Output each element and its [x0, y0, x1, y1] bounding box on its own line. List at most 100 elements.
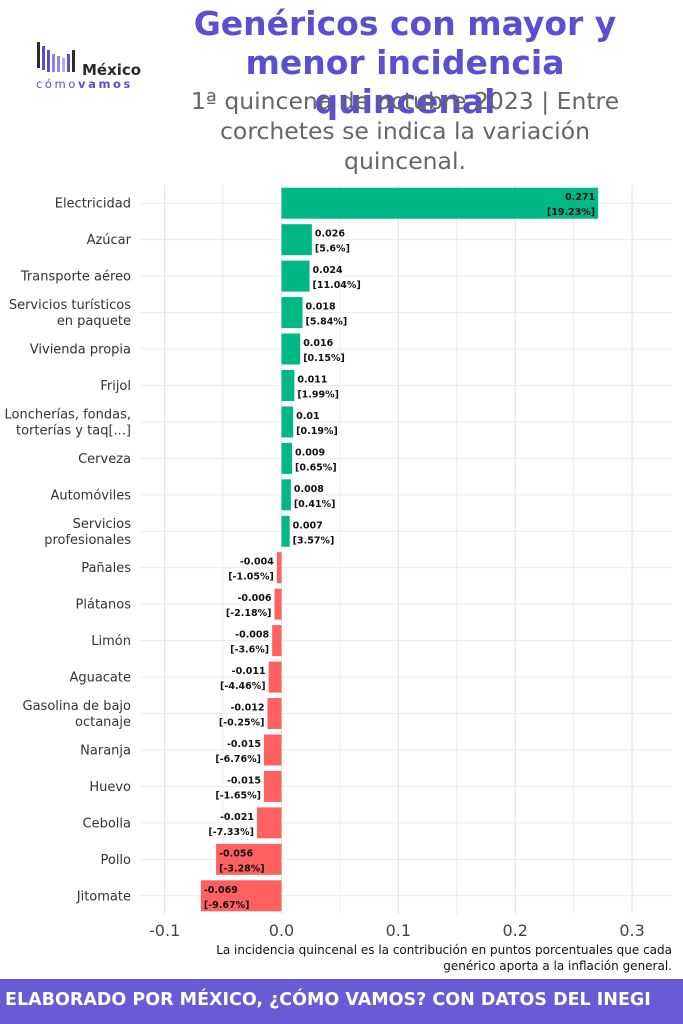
variation-label: [1.99%]	[297, 389, 339, 400]
value-label: -0.006	[237, 593, 271, 604]
category-label-line: Automóviles	[51, 488, 132, 503]
value-label: 0.009	[295, 447, 325, 458]
value-label: 0.008	[294, 484, 324, 495]
category-label: Loncherías, fondas, torterías y taq[...]	[5, 407, 131, 438]
category-label: Azúcar	[87, 233, 132, 248]
chart-note: La incidencia quincenal es la contribuci…	[216, 943, 672, 973]
bar	[216, 843, 282, 875]
category-label: Transporte aéreo	[20, 270, 131, 285]
variation-label: [-1.05%]	[228, 572, 274, 583]
category-label: Vivienda propia	[30, 343, 131, 358]
bar	[263, 770, 282, 802]
category-label-line: Pañales	[81, 561, 131, 576]
value-label: -0.015	[227, 739, 261, 750]
x-tick-label: 0.0	[269, 921, 294, 940]
variation-label: [-6.76%]	[215, 754, 261, 765]
category-label: Cebolla	[83, 816, 131, 831]
value-label: -0.021	[220, 812, 254, 823]
variation-label: [-0.25%]	[219, 718, 265, 729]
value-label: -0.012	[230, 703, 264, 714]
bar	[281, 442, 293, 474]
category-label-line: Azúcar	[87, 233, 132, 248]
value-label: -0.056	[219, 848, 253, 859]
category-label: Servicios profesionales	[44, 517, 131, 548]
variation-label: [-3.28%]	[219, 863, 265, 874]
variation-label: [-3.6%]	[230, 645, 269, 656]
x-tick-label: 0.1	[386, 921, 411, 940]
category-label-line: Loncherías, fondas,	[5, 407, 131, 422]
logo-brand-top: México	[82, 61, 142, 79]
variation-label: [19.23%]	[547, 207, 595, 218]
variation-label: [3.57%]	[293, 535, 335, 546]
category-label-line: Cebolla	[83, 816, 131, 831]
category-label: Pollo	[100, 853, 131, 868]
variation-label: [5.6%]	[315, 244, 350, 255]
incidence-bar-chart: Electricidad 0.271 [19.23%] Azúcar 0.026 [5.6…	[5, 185, 672, 940]
variation-label: [-7.33%]	[208, 827, 254, 838]
category-label-line: en paquete	[57, 314, 131, 329]
value-label: 0.01	[296, 411, 319, 422]
variation-label: [0.19%]	[296, 426, 338, 437]
bar	[281, 406, 294, 438]
bar	[281, 479, 291, 511]
variation-label: [11.04%]	[313, 280, 361, 291]
bar	[200, 880, 282, 912]
variation-label: [0.65%]	[295, 462, 337, 473]
category-label: Aguacate	[69, 671, 131, 686]
bar	[281, 224, 312, 256]
x-tick-label: -0.1	[149, 921, 180, 940]
category-label-line: profesionales	[44, 533, 131, 548]
variation-label: [0.15%]	[303, 353, 345, 364]
logo-brand-bottom: cómovamos	[36, 77, 133, 91]
category-label-line: Servicios turísticos	[9, 298, 131, 313]
category-label-line: Huevo	[89, 780, 131, 795]
variation-label: [-4.46%]	[220, 681, 266, 692]
bar	[276, 552, 282, 584]
category-label: Electricidad	[55, 197, 131, 212]
category-label-line: Gasolina de bajo	[23, 699, 132, 714]
logo-brand-vamos: vamos	[78, 77, 133, 91]
mexico-como-vamos-logo: México cómovamos	[36, 40, 152, 92]
bar	[268, 661, 282, 693]
category-label: Frijol	[100, 379, 131, 394]
category-label: Servicios turísticos en paquete	[9, 298, 131, 329]
footer-bar: ELABORADO POR MÉXICO, ¿CÓMO VAMOS? CON D…	[0, 979, 683, 1024]
bar	[281, 187, 599, 219]
value-label: -0.069	[204, 885, 238, 896]
category-label-line: Electricidad	[55, 197, 131, 212]
bar	[263, 734, 282, 766]
value-label: 0.007	[293, 520, 323, 531]
category-label: Limón	[91, 634, 131, 649]
category-label-line: Naranja	[80, 743, 131, 758]
value-label: 0.026	[315, 229, 345, 240]
chart-title: Genéricos con mayor y menor incidencia q…	[193, 4, 617, 121]
bar	[281, 297, 303, 329]
category-label-line: octanaje	[75, 715, 131, 730]
bar	[274, 588, 282, 620]
category-label-line: Vivienda propia	[30, 343, 131, 358]
category-label-line: Limón	[91, 634, 131, 649]
category-label: Jitomate	[76, 889, 131, 904]
value-label: -0.011	[232, 666, 266, 677]
category-label: Plátanos	[76, 598, 132, 613]
value-label: -0.015	[227, 775, 261, 786]
category-label-line: Plátanos	[76, 598, 132, 613]
category-label: Pañales	[81, 561, 131, 576]
logo-bars-icon	[37, 42, 75, 72]
category-label: Cerveza	[78, 452, 131, 467]
category-label: Huevo	[89, 780, 131, 795]
bar	[281, 369, 295, 401]
value-label: 0.016	[303, 338, 333, 349]
variation-label: [0.41%]	[294, 499, 336, 510]
variation-label: [5.84%]	[306, 317, 348, 328]
x-tick-label: 0.2	[502, 921, 527, 940]
category-label-line: Servicios	[73, 517, 132, 532]
category-label-line: Pollo	[100, 853, 131, 868]
category-label: Naranja	[80, 743, 131, 758]
category-label-line: Jitomate	[76, 889, 131, 904]
value-label: 0.011	[297, 374, 327, 385]
category-label-line: Aguacate	[69, 671, 131, 686]
category-label-line: torterías y taq[...]	[16, 423, 131, 438]
category-label-line: Transporte aéreo	[20, 270, 131, 285]
category-label-line: Frijol	[100, 379, 131, 394]
